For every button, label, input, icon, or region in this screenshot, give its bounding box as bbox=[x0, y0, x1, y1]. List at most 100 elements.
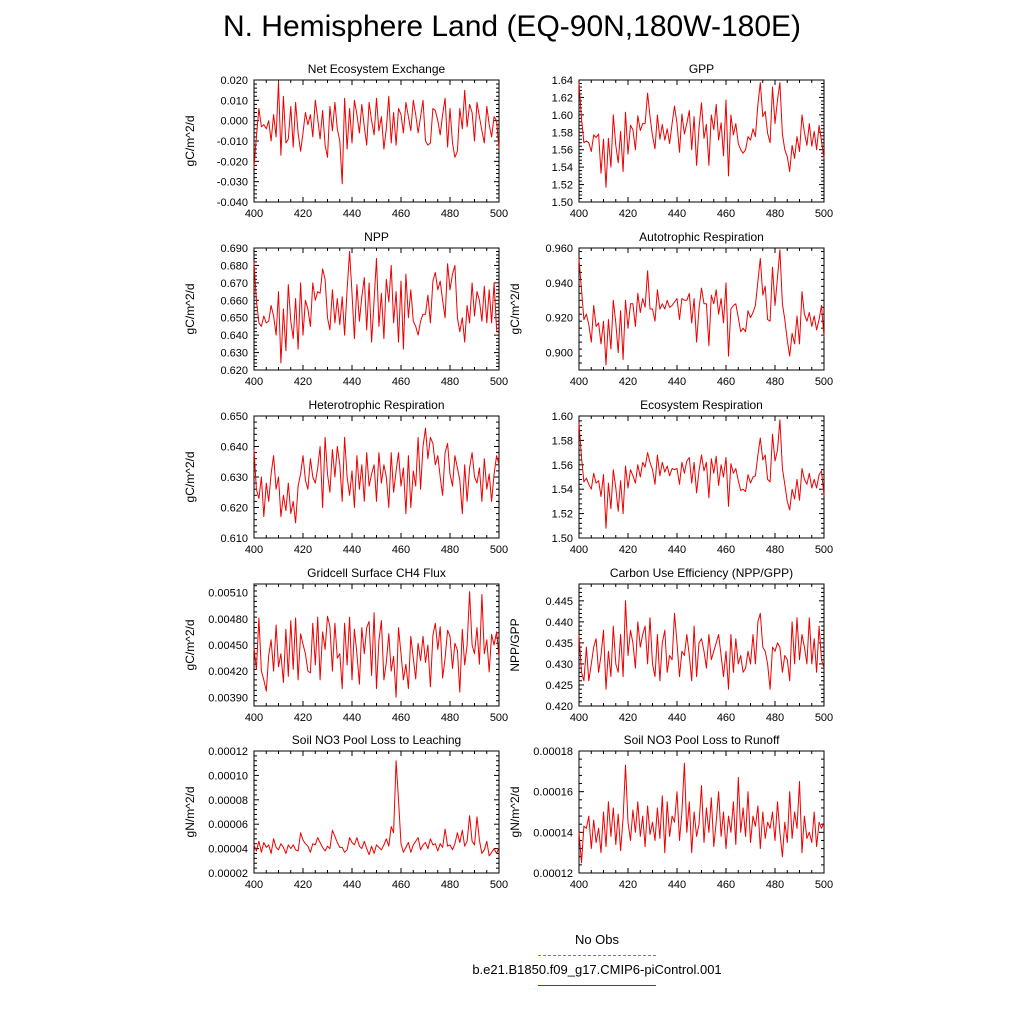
chart-7-xtick-label: 480 bbox=[441, 712, 459, 724]
chart-9-ylabel: gN/m^2/d bbox=[183, 787, 197, 838]
chart-2-ytick-label: 1.56 bbox=[552, 145, 573, 157]
chart-8-ytick-label: 0.445 bbox=[545, 596, 573, 608]
chart-4-ytick-label: 0.940 bbox=[545, 278, 573, 290]
chart-3-xtick-label: 500 bbox=[490, 376, 508, 388]
chart-10-xtick-label: 500 bbox=[815, 879, 833, 891]
chart-6-ytick-label: 1.54 bbox=[552, 484, 573, 496]
chart-3-ytick-label: 0.680 bbox=[220, 260, 248, 272]
chart-6-ytick-label: 1.56 bbox=[552, 460, 573, 472]
chart-2-xtick-label: 500 bbox=[815, 208, 833, 220]
chart-6-xtick-label: 500 bbox=[815, 544, 833, 556]
chart-4-ytick-label: 0.900 bbox=[545, 348, 573, 360]
chart-7-xtick-label: 500 bbox=[490, 712, 508, 724]
chart-2-ytick-label: 1.60 bbox=[552, 110, 573, 122]
chart-6-ecosystem-respiration: Ecosystem Respiration 400 420 440 460 480 500 1… bbox=[552, 398, 834, 556]
chart-1-ytick-label: 0.000 bbox=[220, 116, 248, 128]
chart-10-frame bbox=[578, 750, 825, 874]
chart-8-xtick-label: 420 bbox=[619, 712, 637, 724]
chart-1-xtick-label: 480 bbox=[441, 208, 459, 220]
chart-6-frame bbox=[578, 415, 825, 539]
chart-6-title: Ecosystem Respiration bbox=[640, 398, 763, 412]
chart-6-series-line-1 bbox=[578, 419, 825, 529]
chart-6-xtick-label: 400 bbox=[570, 544, 588, 556]
chart-7-xtick-label: 460 bbox=[392, 712, 410, 724]
chart-2-ytick-label: 1.62 bbox=[552, 92, 573, 104]
chart-6-ytick-label: 1.58 bbox=[552, 435, 573, 447]
chart-8-ytick-label: 0.435 bbox=[545, 638, 573, 650]
chart-8-xtick-label: 440 bbox=[668, 712, 686, 724]
chart-5-xtick-label: 500 bbox=[490, 544, 508, 556]
chart-1-ytick-label: -0.030 bbox=[217, 177, 248, 189]
chart-1-ytick-label: 0.010 bbox=[220, 95, 248, 107]
chart-8-ylabel: NPP/GPP bbox=[508, 618, 522, 671]
chart-7-ytick-label: 0.00480 bbox=[208, 614, 248, 626]
chart-5-ytick-label: 0.610 bbox=[220, 533, 248, 545]
chart-8-series-line-1 bbox=[578, 600, 825, 690]
chart-9-series-line-1 bbox=[253, 760, 500, 857]
chart-3-npp: NPP 400 420 440 460 480 500 0.620 0.630 0.640 0.65… bbox=[183, 230, 508, 388]
chart-1-net-ecosystem-exchange: Net Ecosystem Exchange 400 420 440 460 480 500… bbox=[183, 62, 508, 220]
chart-9-xtick-label: 500 bbox=[490, 879, 508, 891]
chart-8-xtick-label: 460 bbox=[717, 712, 735, 724]
chart-9-ytick-label: 0.00006 bbox=[208, 819, 248, 831]
chart-5-ytick-label: 0.630 bbox=[220, 472, 248, 484]
chart-9-ytick-label: 0.00008 bbox=[208, 795, 248, 807]
chart-8-xtick-label: 500 bbox=[815, 712, 833, 724]
chart-7-xtick-label: 440 bbox=[343, 712, 361, 724]
chart-1-title: Net Ecosystem Exchange bbox=[308, 62, 446, 76]
chart-8-xtick-label: 480 bbox=[766, 712, 784, 724]
chart-10-ytick-label: 0.00018 bbox=[533, 746, 573, 758]
chart-9-frame bbox=[253, 750, 500, 874]
chart-2-xtick-label: 420 bbox=[619, 208, 637, 220]
chart-8-carbon-use-efficiency-npp-gpp: Carbon Use Efficiency (NPP/GPP) 400 420 440… bbox=[508, 566, 833, 724]
chart-2-xtick-label: 400 bbox=[570, 208, 588, 220]
chart-2-ytick-label: 1.58 bbox=[552, 127, 573, 139]
chart-3-title: NPP bbox=[364, 230, 389, 244]
chart-3-xtick-label: 420 bbox=[294, 376, 312, 388]
chart-8-title: Carbon Use Efficiency (NPP/GPP) bbox=[610, 566, 793, 580]
chart-3-ytick-label: 0.690 bbox=[220, 243, 248, 255]
legend-obs-label: No Obs bbox=[574, 932, 620, 947]
chart-4-ytick-label: 0.960 bbox=[545, 243, 573, 255]
chart-10-ytick-label: 0.00014 bbox=[533, 827, 573, 839]
chart-9-ytick-label: 0.00012 bbox=[208, 746, 248, 758]
chart-4-xtick-label: 440 bbox=[668, 376, 686, 388]
chart-6-ytick-label: 1.52 bbox=[552, 509, 573, 521]
chart-2-ytick-label: 1.64 bbox=[552, 75, 573, 87]
chart-4-series-line-1 bbox=[578, 249, 825, 366]
chart-3-xtick-label: 460 bbox=[392, 376, 410, 388]
chart-9-xtick-label: 400 bbox=[245, 879, 263, 891]
chart-5-ytick-label: 0.620 bbox=[220, 503, 248, 515]
chart-4-autotrophic-respiration: Autotrophic Respiration 400 420 440 460 480 50… bbox=[508, 230, 833, 388]
chart-8-ytick-label: 0.420 bbox=[545, 701, 573, 713]
chart-7-title: Gridcell Surface CH4 Flux bbox=[307, 566, 446, 580]
chart-5-ytick-label: 0.650 bbox=[220, 411, 248, 423]
chart-5-ytick-label: 0.640 bbox=[220, 442, 248, 454]
chart-5-xtick-label: 480 bbox=[441, 544, 459, 556]
chart-8-xtick-label: 400 bbox=[570, 712, 588, 724]
chart-1-xtick-label: 400 bbox=[245, 208, 263, 220]
chart-3-xtick-label: 400 bbox=[245, 376, 263, 388]
chart-10-xtick-label: 420 bbox=[619, 879, 637, 891]
chart-10-soil-no3-pool-loss-to-runoff: Soil NO3 Pool Loss to Runoff 400 420 440 460… bbox=[508, 733, 833, 891]
chart-3-xtick-label: 480 bbox=[441, 376, 459, 388]
chart-2-ytick-label: 1.50 bbox=[552, 197, 573, 209]
chart-1-ytick-label: -0.020 bbox=[217, 156, 248, 168]
chart-8-ytick-label: 0.440 bbox=[545, 617, 573, 629]
chart-9-soil-no3-pool-loss-to-leaching: Soil NO3 Pool Loss to Leaching 400 420 440 4… bbox=[183, 733, 508, 891]
chart-3-ytick-label: 0.640 bbox=[220, 330, 248, 342]
chart-8-ytick-label: 0.425 bbox=[545, 680, 573, 692]
chart-5-xtick-label: 440 bbox=[343, 544, 361, 556]
chart-10-xtick-label: 440 bbox=[668, 879, 686, 891]
chart-3-ytick-label: 0.620 bbox=[220, 365, 248, 377]
chart-9-ytick-label: 0.00004 bbox=[208, 844, 248, 856]
chart-1-xtick-label: 420 bbox=[294, 208, 312, 220]
chart-3-series-line-1 bbox=[253, 251, 500, 364]
chart-1-xtick-label: 440 bbox=[343, 208, 361, 220]
chart-7-ytick-label: 0.00390 bbox=[208, 692, 248, 704]
chart-3-ytick-label: 0.630 bbox=[220, 348, 248, 360]
chart-9-xtick-label: 480 bbox=[441, 879, 459, 891]
chart-7-series-line-1 bbox=[253, 591, 500, 698]
chart-9-title: Soil NO3 Pool Loss to Leaching bbox=[292, 733, 461, 747]
